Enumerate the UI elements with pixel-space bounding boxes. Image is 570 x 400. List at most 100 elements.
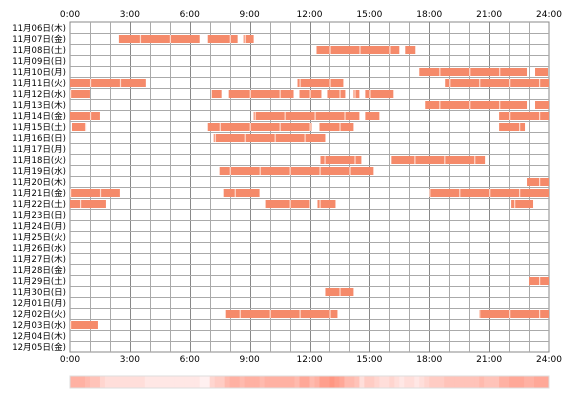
density-cell xyxy=(149,376,156,388)
density-cell xyxy=(209,376,216,388)
density-cell xyxy=(424,376,430,388)
density-cell xyxy=(84,376,91,388)
bar-gap xyxy=(519,189,521,197)
density-cell xyxy=(164,376,171,388)
row-label: 11月23日(日) xyxy=(12,211,66,221)
bar-gap xyxy=(254,112,256,120)
bar-gap xyxy=(249,90,251,98)
density-cell xyxy=(354,376,360,388)
bar-gap xyxy=(439,68,441,76)
bar-gap xyxy=(354,156,356,164)
bar-gap xyxy=(309,123,311,131)
bar-gap xyxy=(279,123,281,131)
bar-gap xyxy=(519,123,521,131)
activity-bar xyxy=(353,90,360,98)
bar-gap xyxy=(319,167,321,175)
bar-gap xyxy=(539,79,541,87)
activity-bar xyxy=(70,189,120,197)
row-label: 12月01日(月) xyxy=(12,299,66,309)
density-cell xyxy=(94,376,101,388)
density-cell xyxy=(199,376,206,388)
bar-gap xyxy=(244,35,246,43)
density-cell xyxy=(119,376,126,388)
activity-bar xyxy=(297,79,344,87)
bar-gap xyxy=(249,123,251,131)
activity-bar xyxy=(70,90,90,98)
bar-gap xyxy=(489,189,491,197)
activity-bar xyxy=(213,134,326,142)
bar-gap xyxy=(479,79,481,87)
activity-bar xyxy=(527,178,549,186)
x-tick-label-bottom: 0:00 xyxy=(60,355,80,365)
bar-gap xyxy=(339,123,341,131)
bar-gap xyxy=(259,167,261,175)
density-cell xyxy=(124,376,131,388)
density-cell xyxy=(339,376,345,388)
activity-bar xyxy=(207,35,238,43)
bar-gap xyxy=(279,90,281,98)
bar-gap xyxy=(414,156,416,164)
density-cell xyxy=(524,376,530,388)
density-cell xyxy=(144,376,151,388)
x-tick-label-bottom: 12:00 xyxy=(297,355,323,365)
bar-gap xyxy=(539,112,541,120)
activity-bar xyxy=(499,123,526,131)
activity-bar xyxy=(319,123,354,131)
density-cell xyxy=(374,376,380,388)
density-cell xyxy=(544,376,550,388)
activity-bar xyxy=(479,310,549,318)
activity-bars xyxy=(70,35,549,329)
density-cell xyxy=(474,376,480,388)
row-label: 11月21日(金) xyxy=(12,188,66,199)
activity-bar xyxy=(535,101,549,109)
density-cell xyxy=(319,376,325,388)
bar-gap xyxy=(389,46,391,54)
row-label: 11月24日(月) xyxy=(12,222,66,232)
bar-gap xyxy=(329,310,331,318)
density-cell xyxy=(519,376,525,388)
bar-gap xyxy=(479,310,481,318)
activity-bar xyxy=(207,123,312,131)
density-cell xyxy=(184,376,191,388)
density-cell xyxy=(204,376,211,388)
activity-bar xyxy=(316,46,400,54)
density-cell xyxy=(489,376,495,388)
bar-gap xyxy=(339,288,341,296)
bar-gap xyxy=(289,167,291,175)
bar-gap xyxy=(99,189,102,197)
bar-gap xyxy=(354,90,356,98)
bar-gap xyxy=(304,134,306,142)
density-cell xyxy=(169,376,176,388)
row-label: 11月27日(木) xyxy=(12,254,66,265)
density-cell xyxy=(414,376,420,388)
density-cell xyxy=(219,376,226,388)
row-label: 11月22日(土) xyxy=(12,199,66,210)
density-cell xyxy=(174,376,181,388)
bar-gap xyxy=(429,189,431,197)
activity-bar xyxy=(70,79,146,87)
row-label: 11月07日(金) xyxy=(12,34,66,45)
bar-gap xyxy=(309,90,311,98)
density-cell xyxy=(389,376,395,388)
bar-gap xyxy=(319,200,321,208)
activity-bar xyxy=(320,156,362,164)
row-label: 11月12日(水) xyxy=(12,89,66,100)
bar-gap xyxy=(239,310,241,318)
bar-gap xyxy=(234,189,236,197)
activity-bar xyxy=(118,35,200,43)
density-cell xyxy=(399,376,405,388)
density-cell xyxy=(494,376,500,388)
bar-gap xyxy=(499,68,501,76)
density-cell xyxy=(514,376,520,388)
activity-bar xyxy=(405,46,416,54)
density-cell xyxy=(70,376,76,388)
density-cell xyxy=(139,376,146,388)
activity-bar xyxy=(243,35,254,43)
density-cell xyxy=(429,376,435,388)
row-label: 12月03日(水) xyxy=(12,320,66,331)
bar-gap xyxy=(499,101,501,109)
density-cell xyxy=(499,376,505,388)
bar-gap xyxy=(169,35,171,43)
bar-gap xyxy=(474,156,476,164)
